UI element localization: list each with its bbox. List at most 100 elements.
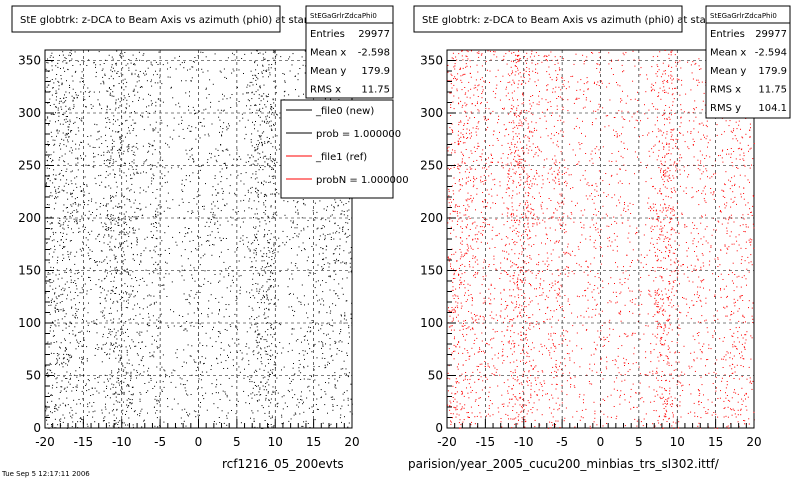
- scatter-point: [123, 89, 125, 91]
- scatter-point: [308, 326, 310, 328]
- right-panel: -20 -15 -10 -5 0 5 10 15 20 05010015020025030035…: [408, 5, 791, 471]
- scatter-point: [457, 314, 459, 316]
- scatter-point: [154, 82, 156, 84]
- scatter-point: [94, 260, 95, 261]
- scatter-point: [702, 171, 704, 173]
- scatter-point: [150, 231, 152, 233]
- scatter-point: [89, 402, 91, 404]
- scatter-point: [219, 309, 220, 310]
- scatter-point: [50, 80, 51, 82]
- scatter-point: [120, 142, 121, 144]
- scatter-point: [271, 129, 273, 131]
- scatter-point: [271, 161, 273, 163]
- scatter-point: [338, 298, 340, 299]
- scatter-point: [99, 297, 101, 298]
- scatter-point: [50, 370, 52, 372]
- scatter-point: [300, 372, 302, 374]
- scatter-point: [98, 376, 100, 378]
- scatter-point: [286, 236, 288, 238]
- legend-label: probN = 1.000000: [316, 175, 409, 186]
- scatter-point: [663, 181, 665, 183]
- scatter-point: [344, 315, 346, 317]
- scatter-point: [267, 263, 268, 265]
- scatter-point: [196, 249, 198, 251]
- scatter-point: [72, 140, 74, 142]
- scatter-point: [264, 267, 266, 269]
- scatter-point: [181, 275, 183, 277]
- scatter-point: [500, 292, 502, 294]
- scatter-point: [303, 367, 305, 369]
- scatter-point: [250, 52, 252, 54]
- scatter-point: [516, 125, 518, 127]
- scatter-point: [272, 328, 274, 330]
- scatter-point: [595, 348, 597, 349]
- scatter-point: [266, 253, 268, 255]
- scatter-point: [226, 98, 228, 100]
- scatter-point: [102, 344, 104, 346]
- scatter-point: [47, 160, 48, 162]
- scatter-point: [458, 341, 460, 343]
- y-tick-label: 300: [18, 106, 41, 120]
- scatter-point: [120, 305, 122, 307]
- scatter-point: [346, 373, 347, 375]
- scatter-point: [186, 153, 188, 155]
- scatter-point: [172, 236, 174, 238]
- scatter-point: [55, 190, 57, 192]
- scatter-point: [117, 401, 119, 403]
- scatter-point: [124, 367, 126, 369]
- scatter-point: [250, 417, 251, 419]
- scatter-point: [297, 201, 299, 202]
- scatter-point: [104, 416, 106, 418]
- scatter-point: [119, 206, 121, 208]
- scatter-point: [200, 257, 202, 259]
- scatter-point: [74, 202, 76, 204]
- scatter-point: [119, 359, 121, 361]
- scatter-point: [537, 377, 539, 379]
- scatter-point: [64, 288, 66, 290]
- scatter-point: [189, 181, 191, 183]
- scatter-point: [270, 402, 272, 404]
- scatter-point: [249, 108, 251, 110]
- scatter-point: [254, 147, 256, 149]
- scatter-point: [123, 393, 125, 395]
- scatter-point: [186, 411, 188, 413]
- stats-label: Mean x: [310, 48, 346, 59]
- scatter-point: [47, 392, 49, 394]
- scatter-point: [717, 427, 718, 429]
- scatter-point: [105, 134, 106, 136]
- scatter-point: [120, 357, 122, 359]
- scatter-point: [554, 425, 556, 427]
- scatter-point: [46, 408, 48, 410]
- scatter-point: [271, 125, 272, 127]
- scatter-point: [66, 386, 68, 388]
- scatter-point: [342, 261, 344, 263]
- scatter-point: [220, 342, 222, 344]
- scatter-point: [114, 70, 116, 72]
- scatter-point: [81, 215, 83, 217]
- scatter-point: [198, 323, 200, 324]
- scatter-point: [267, 391, 269, 393]
- scatter-point: [60, 78, 62, 80]
- scatter-point: [129, 274, 131, 276]
- scatter-point: [218, 281, 219, 283]
- scatter-point: [273, 107, 274, 109]
- scatter-point: [221, 150, 223, 152]
- scatter-point: [189, 68, 191, 70]
- scatter-point: [281, 423, 283, 425]
- scatter-point: [211, 194, 213, 196]
- scatter-point: [125, 346, 127, 348]
- scatter-point: [210, 294, 212, 296]
- scatter-point: [265, 397, 267, 399]
- scatter-point: [167, 207, 169, 209]
- scatter-point: [181, 423, 183, 425]
- scatter-point: [514, 114, 516, 116]
- scatter-point: [52, 384, 54, 386]
- scatter-point: [218, 392, 219, 394]
- scatter-point: [666, 171, 668, 173]
- scatter-point: [260, 87, 261, 89]
- scatter-point: [118, 152, 120, 154]
- scatter-point: [158, 284, 160, 286]
- scatter-point: [76, 310, 78, 312]
- scatter-point: [46, 216, 48, 218]
- scatter-point: [314, 287, 316, 289]
